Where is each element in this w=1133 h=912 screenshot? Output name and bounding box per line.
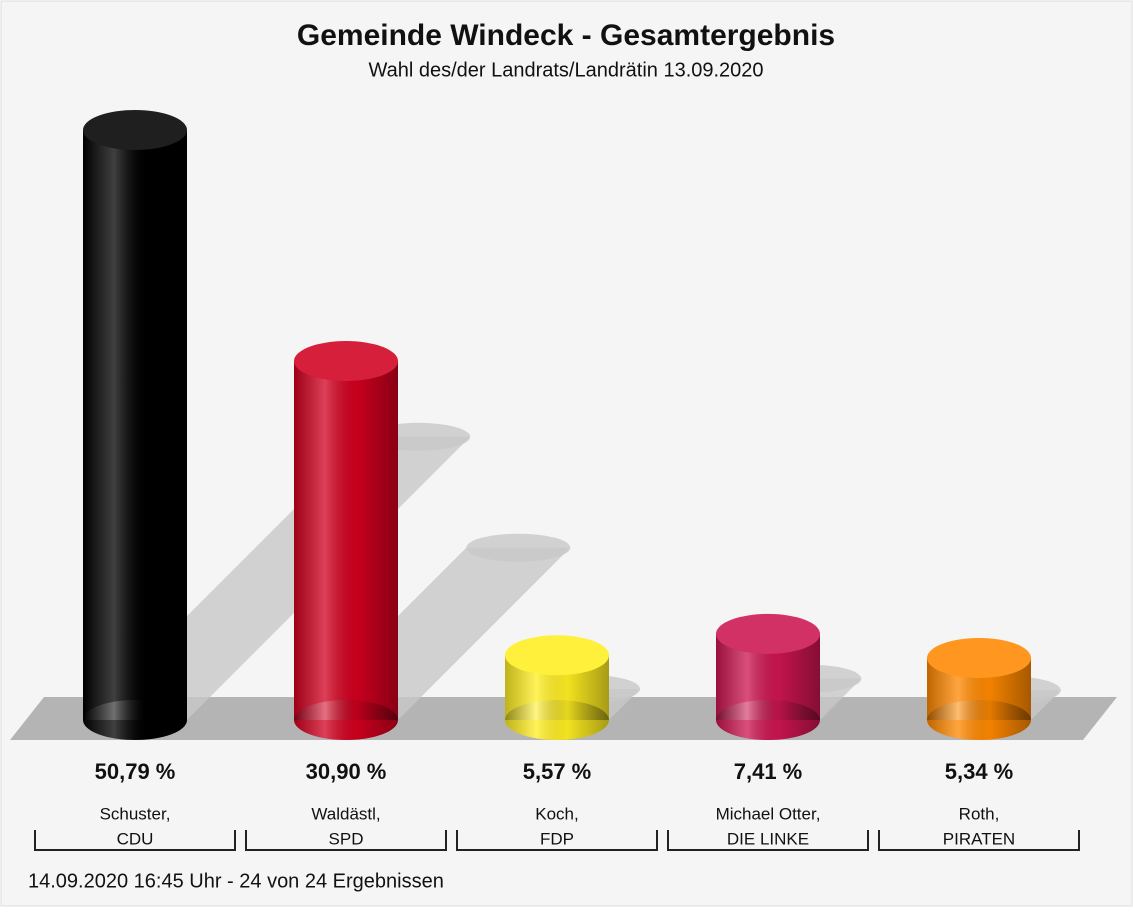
category-bracket — [878, 830, 1080, 851]
x-tick-label: DIE LINKE — [727, 829, 809, 848]
bar-top-light — [927, 637, 1031, 678]
chart-title: Gemeinde Windeck - Gesamtergebnis — [297, 19, 835, 52]
x-tick-label: Michael Otter, — [716, 804, 821, 823]
bar-top-light — [294, 341, 398, 382]
bar-top-light — [716, 613, 820, 654]
footer: 14.09.2020 16:45 Uhr - 24 von 24 Ergebni… — [28, 870, 444, 892]
category-bracket — [34, 830, 236, 851]
x-tick-label: Koch, — [535, 804, 578, 823]
bar-top-light — [505, 635, 609, 676]
chart-subtitle: Wahl des/der Landrats/Landrätin 13.09.20… — [368, 59, 763, 81]
bar-top — [505, 635, 609, 676]
value-label: 5,34 % — [945, 759, 1014, 784]
x-tick-label: CDU — [117, 829, 154, 848]
value-label: 30,90 % — [306, 759, 387, 784]
bar-top — [927, 637, 1031, 678]
x-tick-label: PIRATEN — [943, 829, 1015, 848]
bar-top — [294, 341, 398, 382]
bar-shade — [83, 130, 187, 720]
x-tick-label: FDP — [540, 829, 574, 848]
bar-shade — [294, 361, 398, 720]
value-label: 50,79 % — [95, 759, 176, 784]
category-bracket — [667, 830, 869, 851]
category-bracket — [456, 830, 658, 851]
category-bracket — [245, 830, 447, 851]
x-tick-label: Waldästl, — [311, 804, 380, 823]
x-tick-label: Roth, — [959, 804, 1000, 823]
bar-top — [716, 613, 820, 654]
x-tick-label: SPD — [329, 829, 364, 848]
value-label: 7,41 % — [734, 759, 803, 784]
x-tick-label: Schuster, — [100, 804, 171, 823]
bar-top — [83, 110, 187, 150]
value-label: 5,57 % — [523, 759, 592, 784]
bar-top-light — [83, 110, 187, 150]
bar-shadow-top — [466, 533, 571, 562]
